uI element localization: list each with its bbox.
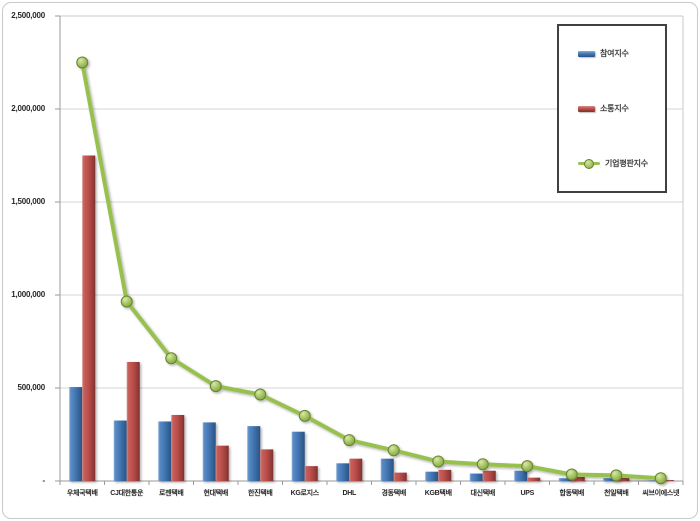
communication-bar xyxy=(438,469,452,481)
legend-label-reputation: 기업평판지수 xyxy=(605,159,648,168)
participation-bar xyxy=(514,470,528,481)
reputation-point xyxy=(654,472,667,485)
blue-bar-swatch-icon xyxy=(578,50,595,57)
participation-bar xyxy=(469,473,483,481)
communication-bar xyxy=(482,470,496,481)
participation-bar xyxy=(336,463,350,481)
legend-item-reputation: 기업평판지수 xyxy=(578,158,665,169)
communication-bar xyxy=(349,458,363,481)
green-line-marker-icon xyxy=(578,159,600,169)
reputation-line-group xyxy=(76,56,667,485)
reputation-point xyxy=(209,380,222,393)
legend-item-participation: 참여지수 xyxy=(578,48,665,59)
legend-label-communication: 소통지수 xyxy=(600,104,629,113)
participation-bar xyxy=(202,422,216,481)
reputation-point xyxy=(387,444,400,457)
reputation-point xyxy=(76,56,89,69)
communication-bar xyxy=(393,472,407,481)
participation-bar xyxy=(380,458,394,481)
communication-bar xyxy=(571,476,585,481)
reputation-line xyxy=(80,60,663,481)
participation-bar xyxy=(69,387,83,481)
reputation-point xyxy=(432,455,445,468)
participation-bar xyxy=(247,426,261,481)
participation-bar xyxy=(291,431,305,481)
chart-legend: 참여지수 소통지수 기업평판지수 xyxy=(557,24,667,193)
reputation-point xyxy=(165,352,178,365)
reputation-point xyxy=(254,388,267,401)
communication-bar xyxy=(660,480,674,481)
green-line-dot xyxy=(584,159,594,169)
reputation-point xyxy=(521,460,534,473)
participation-bar xyxy=(158,421,172,481)
legend-label-participation: 참여지수 xyxy=(600,49,629,58)
reputation-point xyxy=(476,458,489,471)
participation-bar xyxy=(647,480,661,481)
reputation-point xyxy=(343,434,356,447)
participation-bar xyxy=(113,420,127,481)
communication-bar xyxy=(82,155,96,481)
reputation-point xyxy=(610,469,623,482)
participation-bar xyxy=(558,478,572,481)
legend-item-communication: 소통지수 xyxy=(578,103,665,114)
reputation-point xyxy=(120,295,133,308)
communication-bar xyxy=(215,445,229,481)
communication-bar xyxy=(304,466,318,481)
communication-bar xyxy=(616,477,630,481)
bars-group xyxy=(69,155,674,481)
communication-bar xyxy=(171,414,185,481)
communication-bar xyxy=(260,449,274,481)
communication-bar xyxy=(126,361,140,481)
reputation-point xyxy=(565,468,578,481)
reputation-point xyxy=(298,409,311,422)
red-bar-swatch-icon xyxy=(578,105,595,112)
participation-bar xyxy=(425,471,439,481)
communication-bar xyxy=(527,477,541,481)
participation-bar xyxy=(603,478,617,481)
